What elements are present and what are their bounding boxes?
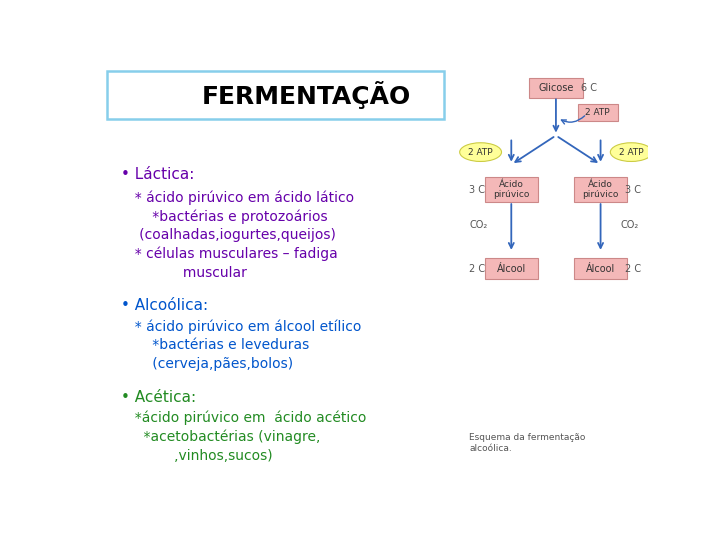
Text: 2 C: 2 C [469,264,485,274]
Ellipse shape [459,143,502,161]
Text: • Láctica:: • Láctica: [121,167,194,183]
Text: * ácido pirúvico em ácido lático: * ácido pirúvico em ácido lático [126,191,354,205]
FancyBboxPatch shape [485,177,538,202]
Text: Ácido
pirúvico: Ácido pirúvico [582,180,618,199]
Text: 2 C: 2 C [625,264,641,274]
FancyBboxPatch shape [575,177,627,202]
Text: 3 C: 3 C [625,185,641,194]
FancyBboxPatch shape [107,71,444,119]
Text: (cerveja,pães,bolos): (cerveja,pães,bolos) [126,357,293,371]
Text: *ácido pirúvico em  ácido acético: *ácido pirúvico em ácido acético [126,411,366,426]
FancyBboxPatch shape [575,258,627,279]
Text: muscular: muscular [126,266,247,280]
FancyBboxPatch shape [485,258,538,279]
Text: • Alcoólica:: • Alcoólica: [121,299,208,313]
Text: Álcool: Álcool [586,264,615,274]
Text: * células musculares – fadiga: * células musculares – fadiga [126,247,338,261]
FancyBboxPatch shape [578,104,618,121]
FancyBboxPatch shape [529,78,582,98]
Text: * ácido pirúvico em álcool etílico: * ácido pirúvico em álcool etílico [126,320,361,334]
Text: ,vinhos,sucos): ,vinhos,sucos) [126,449,273,463]
Text: 2 ATP: 2 ATP [585,108,610,117]
Text: 2 ATP: 2 ATP [468,147,493,157]
Text: *bactérias e leveduras: *bactérias e leveduras [126,339,310,353]
Text: 2 ATP: 2 ATP [619,147,644,157]
Text: Álcool: Álcool [497,264,526,274]
Text: FERMENTAÇÃO: FERMENTAÇÃO [202,81,411,109]
Text: *acetobactérias (vinagre,: *acetobactérias (vinagre, [126,430,320,444]
Text: Esquema da fermentação
alcoólica.: Esquema da fermentação alcoólica. [469,434,586,453]
Ellipse shape [611,143,652,161]
Text: (coalhadas,iogurtes,queijos): (coalhadas,iogurtes,queijos) [126,228,336,242]
Text: *bactérias e protozoários: *bactérias e protozoários [126,210,328,224]
Text: • Acética:: • Acética: [121,390,196,405]
Text: 6 C: 6 C [582,83,598,93]
Text: Glicose: Glicose [539,83,574,93]
Text: 3 C: 3 C [469,185,485,194]
Text: CO₂: CO₂ [470,220,488,230]
Text: Ácido
pirúvico: Ácido pirúvico [493,180,529,199]
Text: CO₂: CO₂ [621,220,639,230]
